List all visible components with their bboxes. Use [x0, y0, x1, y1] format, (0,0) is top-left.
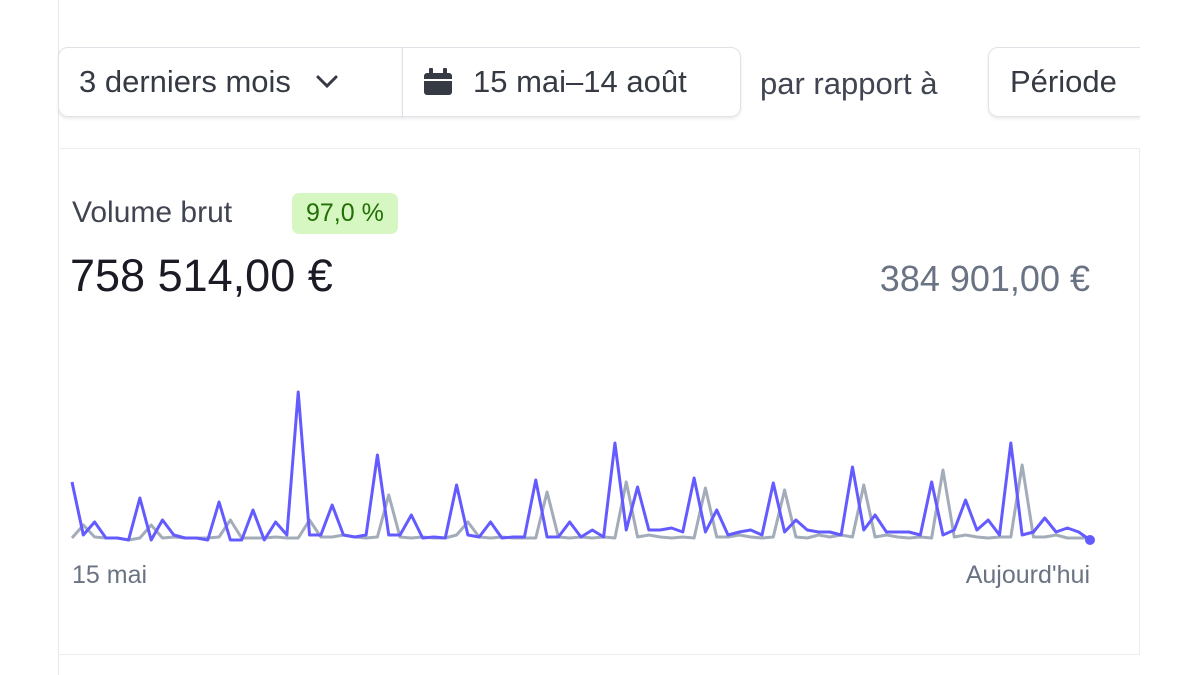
compare-button[interactable]: Période [988, 47, 1168, 117]
chevron-icon [316, 75, 338, 89]
card-title: Volume brut [72, 196, 233, 229]
left-border [58, 0, 59, 675]
previous-value: 384 901,00 € [879, 258, 1090, 299]
badge: 97,0 % [292, 193, 398, 234]
compare-label: par rapport à [760, 66, 938, 101]
compare-button-label: Période [1010, 64, 1117, 99]
clip [1140, 0, 1200, 675]
x-tick-label: 15 mai [72, 561, 147, 589]
card [58, 148, 1140, 655]
total-value: 758 514,00 € [70, 250, 333, 301]
series-line [70, 390, 1091, 542]
date-label: 15 mai–14 août [473, 64, 687, 99]
x-tick-label: Aujourd'hui [966, 561, 1090, 589]
date-button[interactable]: 15 mai–14 août [402, 47, 741, 117]
range-button[interactable]: 3 derniers mois [58, 47, 403, 117]
calendar-icon [424, 68, 452, 95]
end-dot [1085, 535, 1095, 545]
range-label: 3 derniers mois [79, 64, 291, 99]
